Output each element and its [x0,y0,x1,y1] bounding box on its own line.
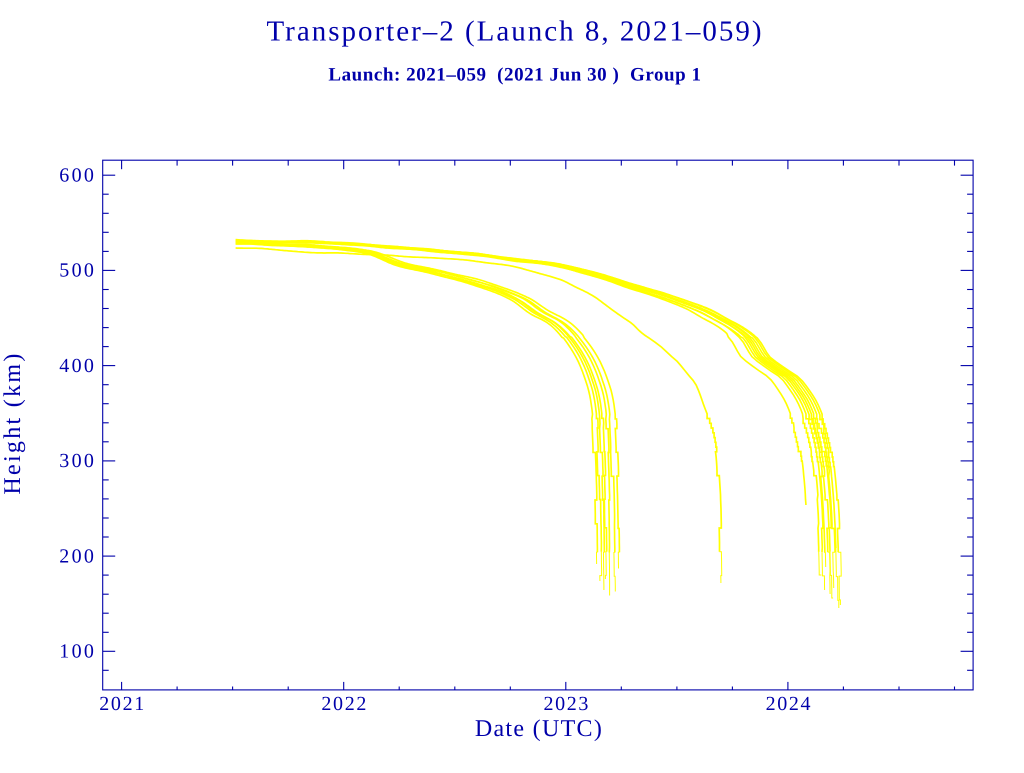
svg-text:2022: 2022 [321,693,368,715]
svg-text:Date (UTC): Date (UTC) [475,716,603,742]
svg-text:600: 600 [59,165,96,187]
svg-text:300: 300 [59,450,96,472]
svg-text:2021: 2021 [99,693,146,715]
svg-text:Height (km): Height (km) [0,351,26,494]
svg-text:400: 400 [59,355,96,377]
svg-text:Launch: 2021–059 (2021 Jun 30: Launch: 2021–059 (2021 Jun 30 ) Group 1 [328,65,701,86]
svg-text:Transporter–2 (Launch 8, 2021–: Transporter–2 (Launch 8, 2021–059) [266,16,763,48]
svg-text:2023: 2023 [543,693,590,715]
svg-text:500: 500 [59,260,96,282]
svg-text:200: 200 [59,545,96,567]
svg-text:2024: 2024 [766,693,813,715]
svg-text:100: 100 [59,641,96,663]
